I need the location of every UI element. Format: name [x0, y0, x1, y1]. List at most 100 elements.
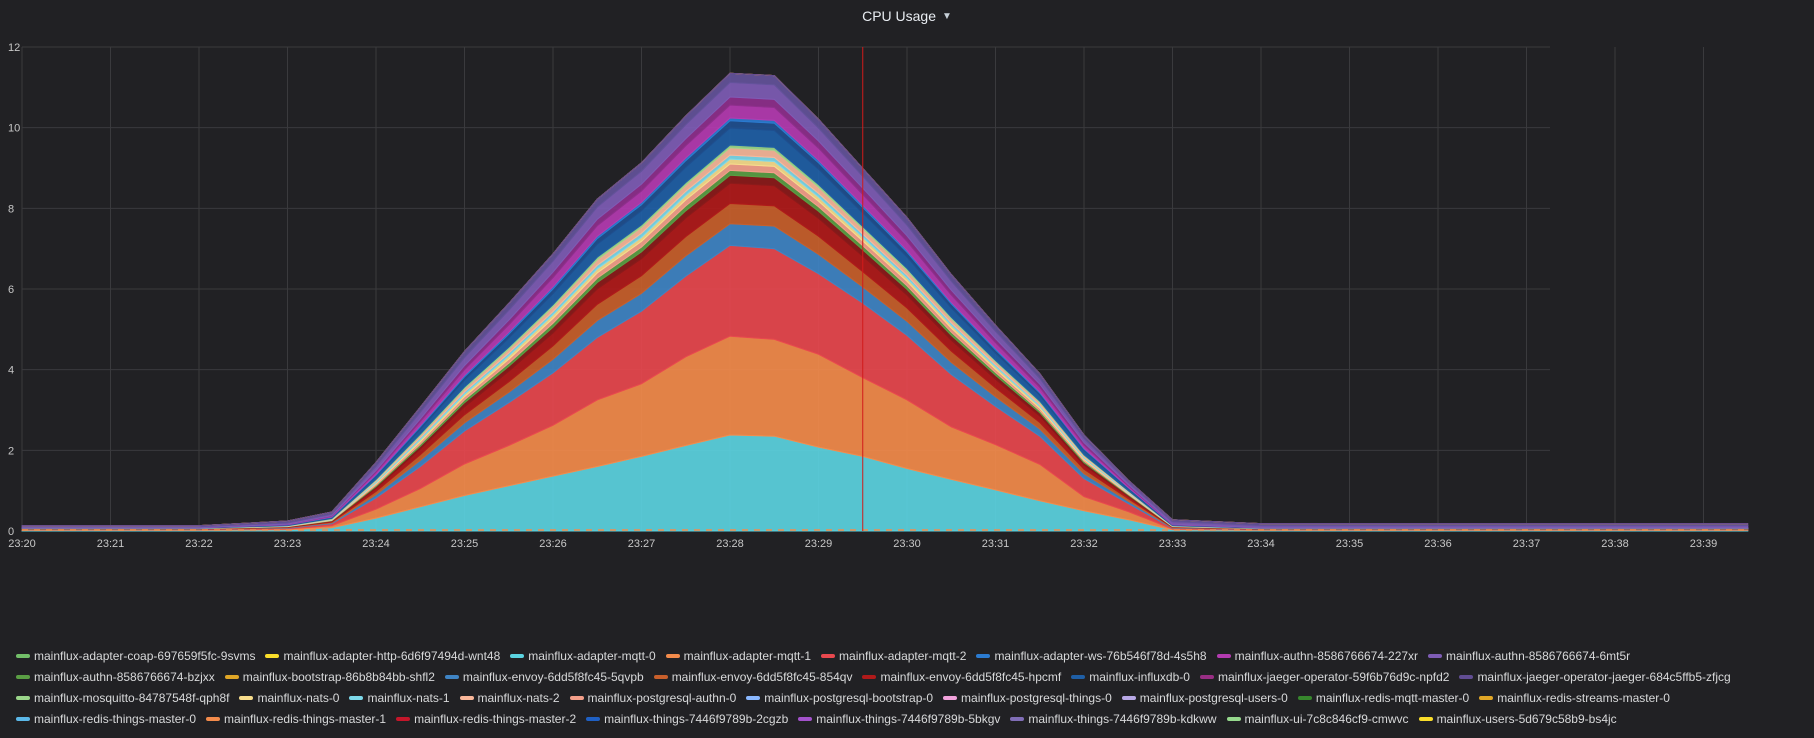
- series-area: [22, 72, 1748, 527]
- legend-swatch: [16, 674, 30, 679]
- legend-item[interactable]: mainflux-envoy-6dd5f8fc45-854qv: [653, 669, 853, 684]
- x-tick-label: 23:31: [982, 538, 1010, 550]
- legend-label: mainflux-things-7446f9789b-kdkww: [1028, 711, 1217, 726]
- legend-label: mainflux-nats-2: [477, 690, 560, 705]
- legend-item[interactable]: mainflux-postgresql-authn-0: [569, 690, 737, 705]
- legend-item[interactable]: mainflux-postgresql-bootstrap-0: [746, 691, 933, 705]
- legend-label: mainflux-postgresql-bootstrap-0: [764, 690, 934, 705]
- x-tick-label: 23:35: [1336, 538, 1364, 550]
- panel-title: CPU Usage: [862, 8, 936, 24]
- legend-row: mainflux-mosquitto-84787548f-qph8f mainfl…: [16, 687, 1806, 708]
- legend-item[interactable]: mainflux-nats-2: [459, 690, 560, 705]
- legend-item[interactable]: mainflux-jaeger-operator-jaeger-684c5ffb…: [1459, 669, 1731, 684]
- legend-item[interactable]: mainflux-adapter-mqtt-2: [821, 649, 966, 663]
- y-tick-label: 0: [8, 526, 14, 538]
- legend-label: mainflux-adapter-ws-76b546f78d-4s5h8: [994, 648, 1207, 663]
- legend-label: mainflux-things-7446f9789b-5bkgv: [816, 711, 1001, 726]
- legend-item[interactable]: mainflux-influxdb-0: [1071, 670, 1190, 684]
- legend-item[interactable]: mainflux-postgresql-things-0: [943, 691, 1112, 705]
- legend-item[interactable]: mainflux-redis-things-master-0: [16, 712, 196, 726]
- legend-label: mainflux-envoy-6dd5f8fc45-hpcmf: [880, 669, 1062, 684]
- legend-label: mainflux-postgresql-users-0: [1139, 690, 1288, 705]
- legend-item[interactable]: mainflux-adapter-http-6d6f97494d-wnt48: [265, 649, 500, 663]
- legend-label: mainflux-redis-things-master-1: [224, 711, 387, 726]
- legend-item[interactable]: mainflux-postgresql-users-0: [1121, 690, 1288, 705]
- x-tick-label: 23:39: [1690, 538, 1718, 550]
- legend-swatch: [1479, 695, 1494, 700]
- x-tick-label: 23:33: [1159, 538, 1187, 550]
- legend-item[interactable]: mainflux-users-5d679c58b9-bs4jc: [1418, 712, 1617, 726]
- x-tick-label: 23:37: [1513, 538, 1541, 550]
- legend-item[interactable]: mainflux-redis-mqtt-master-0: [1297, 691, 1469, 705]
- legend-item[interactable]: mainflux-adapter-mqtt-1: [665, 649, 811, 663]
- legend-label: mainflux-jaeger-operator-59f6b76d9c-npfd…: [1217, 669, 1450, 684]
- x-tick-label: 23:38: [1601, 538, 1629, 550]
- legend-swatch: [16, 653, 30, 658]
- legend-swatch: [1121, 695, 1136, 700]
- legend-label: mainflux-redis-streams-master-0: [1497, 690, 1670, 705]
- legend-swatch: [665, 653, 680, 658]
- x-tick-label: 23:25: [451, 538, 479, 550]
- panel-header: CPU Usage ▼: [0, 0, 1814, 32]
- legend-item[interactable]: mainflux-nats-0: [239, 691, 339, 705]
- legend-label: mainflux-postgresql-authn-0: [587, 690, 737, 705]
- legend-label: mainflux-jaeger-operator-jaeger-684c5ffb…: [1477, 669, 1731, 684]
- legend-item[interactable]: mainflux-envoy-6dd5f8fc45-hpcmf: [862, 670, 1061, 684]
- legend-item[interactable]: mainflux-redis-streams-master-0: [1479, 691, 1670, 705]
- legend-swatch: [16, 716, 30, 721]
- y-tick-label: 4: [8, 365, 14, 377]
- legend-item[interactable]: mainflux-authn-8586766674-227xr: [1216, 649, 1418, 663]
- legend-swatch: [586, 716, 601, 721]
- legend-swatch: [1297, 695, 1312, 700]
- legend-swatch: [569, 695, 584, 700]
- legend-label: mainflux-envoy-6dd5f8fc45-854qv: [671, 669, 853, 684]
- legend-swatch: [1226, 716, 1241, 721]
- x-axis: 23:20 23:21 23:22 23:23 23:24 23:25 23:26 23:27…: [8, 538, 1717, 550]
- legend-swatch: [976, 653, 991, 658]
- legend-swatch: [1216, 653, 1231, 658]
- legend-item[interactable]: mainflux-things-7446f9789b-kdkww: [1010, 711, 1217, 726]
- legend-item[interactable]: mainflux-things-7446f9789b-5bkgv: [798, 712, 1000, 726]
- x-tick-label: 23:24: [362, 538, 390, 550]
- legend-label: mainflux-nats-1: [367, 690, 450, 705]
- panel-title-menu[interactable]: CPU Usage ▼: [862, 8, 952, 24]
- x-tick-label: 23:27: [628, 538, 656, 550]
- legend-label: mainflux-redis-things-master-0: [34, 711, 197, 726]
- legend-item[interactable]: mainflux-mosquitto-84787548f-qph8f: [16, 691, 229, 705]
- y-tick-label: 8: [8, 203, 14, 215]
- legend-item[interactable]: mainflux-bootstrap-86b8b84bb-shfl2: [224, 669, 435, 684]
- x-tick-label: 23:36: [1424, 538, 1452, 550]
- legend-item[interactable]: mainflux-adapter-ws-76b546f78d-4s5h8: [976, 648, 1207, 663]
- legend-item[interactable]: mainflux-jaeger-operator-59f6b76d9c-npfd…: [1199, 669, 1450, 684]
- legend-item[interactable]: mainflux-adapter-coap-697659f5fc-9svms: [16, 649, 255, 663]
- legend-item[interactable]: mainflux-nats-1: [349, 690, 450, 705]
- legend-item[interactable]: mainflux-envoy-6dd5f8fc45-5qvpb: [444, 669, 644, 684]
- legend-item[interactable]: mainflux-authn-8586766674-6mt5r: [1428, 649, 1630, 663]
- legend-label: mainflux-bootstrap-86b8b84bb-shfl2: [242, 669, 435, 684]
- y-tick-label: 12: [8, 42, 20, 54]
- cpu-usage-chart[interactable]: 0 2 4 6 8 10 12 23:20 23:21 23:22 23:23 23:24 23:25…: [0, 32, 1814, 632]
- legend-item[interactable]: mainflux-redis-things-master-1: [206, 712, 386, 726]
- x-tick-label: 23:34: [1247, 538, 1275, 550]
- legend-label: mainflux-envoy-6dd5f8fc45-5qvpb: [462, 669, 644, 684]
- y-axis: 0 2 4 6 8 10 12: [8, 42, 20, 538]
- chart-legend: mainflux-adapter-coap-697659f5fc-9svms ma…: [16, 645, 1806, 729]
- legend-item[interactable]: mainflux-things-7446f9789b-2cgzb: [586, 712, 788, 726]
- legend-item[interactable]: mainflux-adapter-mqtt-0: [510, 649, 656, 663]
- legend-label: mainflux-ui-7c8c846cf9-cmwvc: [1244, 711, 1409, 726]
- legend-swatch: [653, 674, 668, 679]
- legend-swatch: [265, 653, 280, 658]
- legend-item[interactable]: mainflux-ui-7c8c846cf9-cmwvc: [1226, 711, 1409, 726]
- legend-item[interactable]: mainflux-authn-8586766674-bzjxx: [16, 670, 215, 684]
- legend-swatch: [239, 695, 254, 700]
- legend-swatch: [224, 674, 239, 679]
- legend-swatch: [1418, 716, 1433, 721]
- x-tick-label: 23:22: [185, 538, 213, 550]
- legend-swatch: [1010, 716, 1025, 721]
- legend-item[interactable]: mainflux-redis-things-master-2: [396, 712, 576, 726]
- legend-label: mainflux-redis-things-master-2: [414, 711, 577, 726]
- legend-label: mainflux-authn-8586766674-bzjxx: [34, 669, 215, 684]
- legend-label: mainflux-adapter-http-6d6f97494d-wnt48: [283, 648, 501, 663]
- x-tick-label: 23:20: [8, 538, 36, 550]
